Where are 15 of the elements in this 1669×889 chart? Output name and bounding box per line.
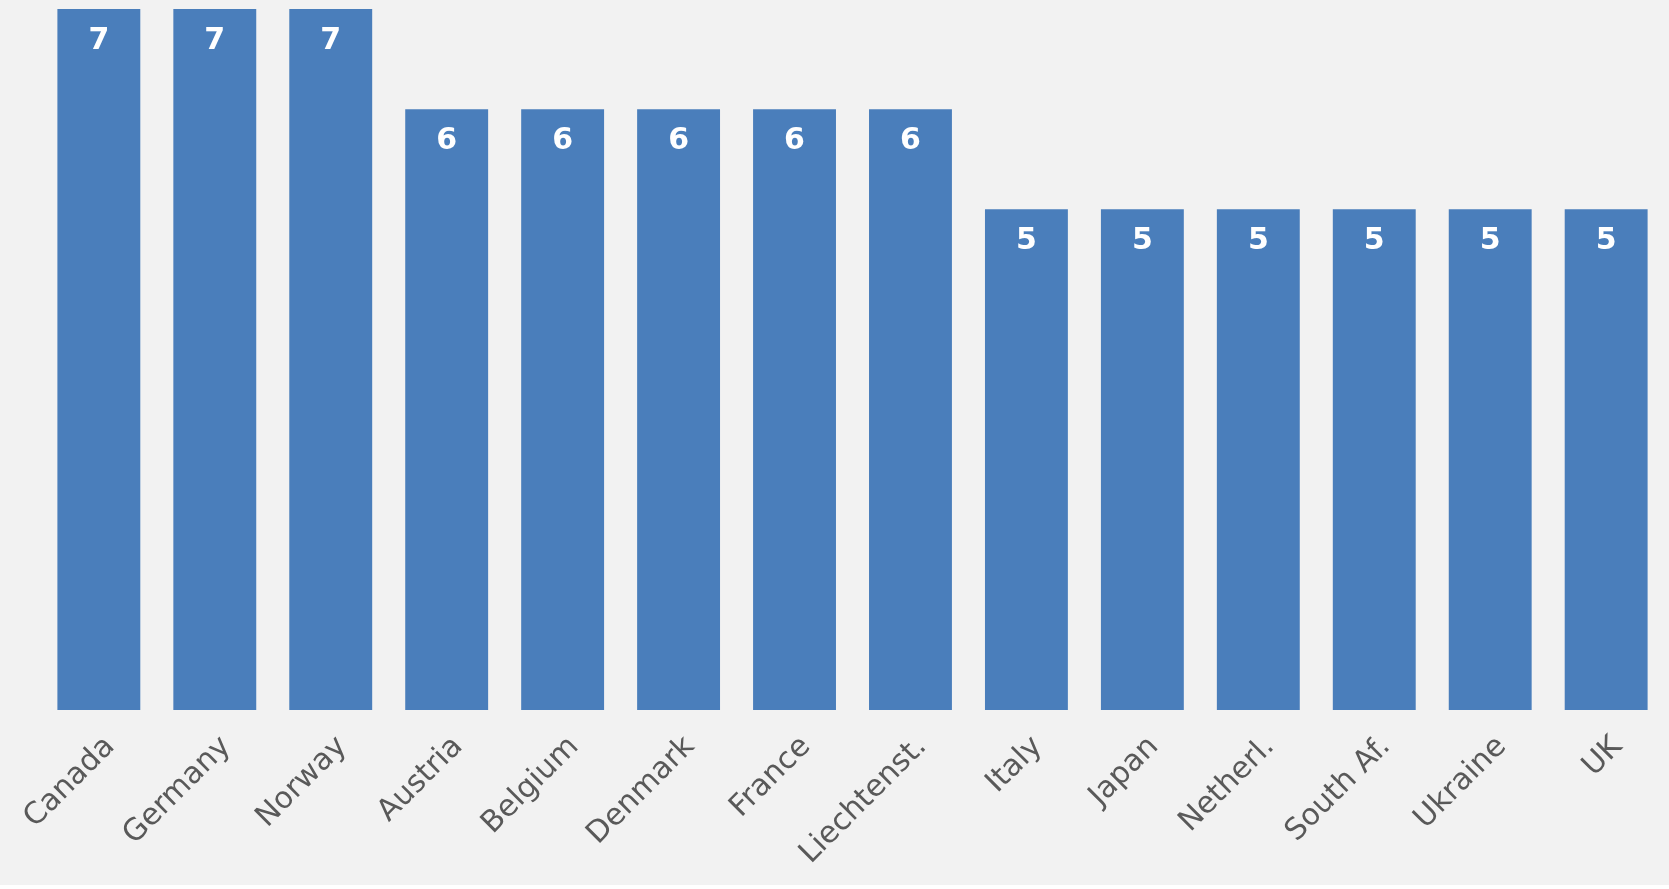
data-label: 7 [88, 21, 110, 56]
data-label: 6 [900, 121, 921, 157]
data-label: 7 [320, 21, 342, 56]
data-label: 6 [668, 121, 690, 157]
data-label: 6 [436, 121, 458, 157]
data-label: 5 [1595, 221, 1617, 257]
data-label: 5 [1479, 221, 1501, 257]
x-tick-label: UK [1573, 726, 1630, 782]
data-label: 5 [1363, 221, 1385, 257]
data-label: 5 [1131, 221, 1153, 257]
data-label: 5 [1247, 221, 1269, 257]
data-label: 6 [552, 121, 574, 157]
data-label: 7 [204, 21, 226, 56]
data-label: 5 [1015, 221, 1037, 257]
data-label: 6 [784, 121, 805, 157]
